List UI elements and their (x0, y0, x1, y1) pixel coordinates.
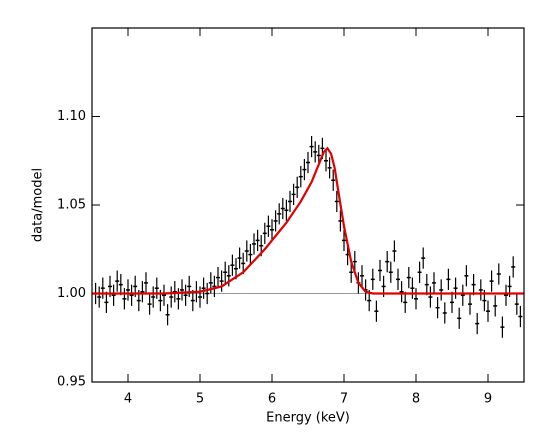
x-tick-label: 7 (340, 392, 348, 407)
y-tick-label: 1.05 (57, 198, 86, 213)
x-tick-label: 8 (412, 392, 420, 407)
x-axis-label: Energy (keV) (266, 411, 350, 426)
y-tick-label: 1.10 (57, 109, 86, 124)
x-tick-label: 6 (268, 392, 276, 407)
plot-frame (91, 27, 525, 383)
x-tick-label: 4 (124, 392, 132, 407)
x-tick-label: 9 (484, 392, 492, 407)
y-axis-label: data/model (31, 168, 46, 242)
y-tick-label: 0.95 (57, 375, 86, 390)
y-tick-label: 1.00 (57, 286, 86, 301)
x-tick-label: 5 (196, 392, 204, 407)
model-line (92, 146, 524, 295)
